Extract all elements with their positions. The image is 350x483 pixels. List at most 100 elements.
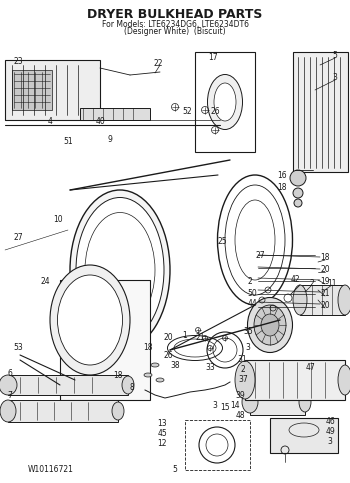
Ellipse shape [70,190,170,350]
Bar [80,108,150,120]
Ellipse shape [214,83,236,121]
Text: 2: 2 [248,278,252,286]
Bar [293,52,348,172]
Text: 3: 3 [246,343,251,353]
Ellipse shape [254,305,286,345]
Text: DRYER BULKHEAD PARTS: DRYER BULKHEAD PARTS [87,8,263,20]
Text: 11: 11 [327,279,337,287]
Ellipse shape [156,378,164,382]
Text: 2: 2 [310,279,314,287]
Text: 7: 7 [8,390,13,399]
Text: W10116721: W10116721 [28,466,74,474]
Text: 21: 21 [195,333,205,342]
Text: 3: 3 [328,438,332,446]
Circle shape [294,199,302,207]
Ellipse shape [299,392,311,412]
Text: 25: 25 [217,238,227,246]
Bar [60,280,150,400]
Text: 38: 38 [170,360,180,369]
Text: 4: 4 [48,117,52,127]
Text: 31: 31 [237,355,247,365]
Bar [5,60,100,120]
Text: 5: 5 [332,51,337,59]
Text: 14: 14 [230,400,240,410]
Text: 52: 52 [182,108,192,116]
Bar [8,400,118,422]
Ellipse shape [122,376,134,394]
Ellipse shape [144,373,152,377]
Text: 27: 27 [13,233,23,242]
Text: 19: 19 [320,278,330,286]
Text: 26: 26 [163,351,173,359]
Ellipse shape [217,175,293,305]
Text: 22: 22 [153,58,163,68]
Text: 26: 26 [210,108,220,116]
Bar [250,390,305,415]
Text: 3: 3 [332,73,337,83]
Ellipse shape [247,298,293,353]
Text: 12: 12 [157,440,167,449]
Text: 37: 37 [238,375,248,384]
Text: 3: 3 [212,400,217,410]
Ellipse shape [242,391,258,413]
Bar [300,285,345,315]
Text: 1: 1 [183,330,187,340]
Bar [270,418,338,453]
Text: 49: 49 [325,427,335,437]
Ellipse shape [261,314,279,336]
Text: 20: 20 [320,301,330,311]
Text: 18: 18 [113,370,123,380]
Text: 23: 23 [13,57,23,67]
Bar [12,70,52,110]
Ellipse shape [293,285,307,315]
Text: 27: 27 [255,251,265,259]
Text: 18: 18 [320,254,330,262]
Circle shape [290,170,306,186]
Text: 16: 16 [277,170,287,180]
Text: 10: 10 [53,215,63,225]
Text: 46: 46 [325,417,335,426]
Ellipse shape [57,275,122,365]
Text: 39: 39 [235,390,245,399]
Text: 42: 42 [290,275,300,284]
Ellipse shape [235,200,275,280]
Text: 33: 33 [205,364,215,372]
Ellipse shape [338,365,350,395]
Bar [185,420,250,470]
Text: 5: 5 [173,466,177,474]
Text: 50: 50 [247,288,257,298]
Text: 6: 6 [8,369,13,378]
Text: 20: 20 [163,333,173,342]
Text: 53: 53 [13,343,23,353]
Text: 13: 13 [157,420,167,428]
Ellipse shape [208,74,243,129]
Text: 21: 21 [320,289,330,298]
Ellipse shape [235,361,255,399]
Circle shape [293,188,303,198]
Text: 20: 20 [320,266,330,274]
Text: 24: 24 [40,278,50,286]
Ellipse shape [0,375,17,395]
Text: 17: 17 [208,54,218,62]
Ellipse shape [50,265,130,375]
Text: 15: 15 [220,403,230,412]
Text: (Designer White)  (Biscuit): (Designer White) (Biscuit) [124,28,226,37]
Text: 35: 35 [243,327,253,337]
Text: 47: 47 [305,364,315,372]
Text: 44: 44 [248,299,258,309]
Text: 2: 2 [241,366,245,374]
Text: For Models: LTE6234DG6, LTE6234DT6: For Models: LTE6234DG6, LTE6234DT6 [102,19,248,28]
Ellipse shape [76,198,164,342]
Text: 40: 40 [95,117,105,127]
Bar [245,360,345,400]
Text: 51: 51 [63,138,73,146]
Text: 8: 8 [130,384,134,393]
Ellipse shape [338,285,350,315]
Text: 48: 48 [235,411,245,420]
Bar [195,52,255,152]
Bar [8,375,128,395]
Text: 9: 9 [107,136,112,144]
Ellipse shape [112,402,124,420]
Ellipse shape [85,213,155,327]
Ellipse shape [225,185,285,295]
